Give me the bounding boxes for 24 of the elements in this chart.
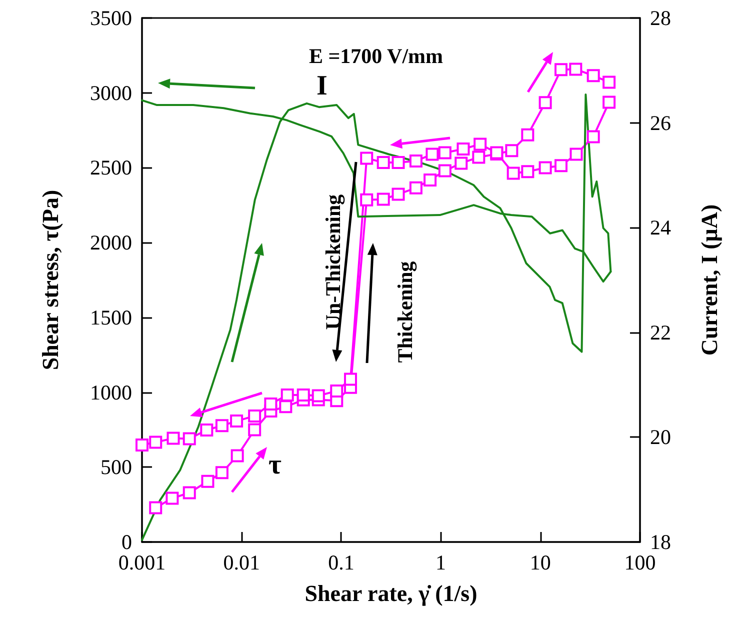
annotation: I xyxy=(316,70,328,102)
x-tick-label: 0.01 xyxy=(223,550,260,574)
y-tick-label: 2500 xyxy=(90,156,132,180)
y-tick-label: 1000 xyxy=(90,380,132,404)
y-tick-label: 3000 xyxy=(90,80,132,105)
annotation: E =1700 V/mm xyxy=(308,44,444,68)
y2-tick-label: 28 xyxy=(650,6,671,30)
y2-tick-label: 22 xyxy=(650,320,671,344)
x-tick-label: 0.1 xyxy=(328,550,354,574)
y-tick-label: 2000 xyxy=(90,230,132,255)
y2-tick-label: 20 xyxy=(650,425,671,450)
y-tick-label: 1500 xyxy=(90,305,132,330)
annotation: τ xyxy=(268,450,282,480)
annotation: Un-Thickening xyxy=(321,194,345,330)
y2-axis-title: Current, I (μA) xyxy=(697,204,722,356)
y2-tick-label: 24 xyxy=(650,216,672,240)
annotation: Thickening xyxy=(393,260,417,363)
y-tick-label: 3500 xyxy=(90,6,132,30)
x-tick-label: 10 xyxy=(530,550,551,574)
x-axis-title: Shear rate, γ̇ (1/s) xyxy=(304,581,478,606)
y2-tick-label: 26 xyxy=(650,110,671,135)
y-tick-label: 500 xyxy=(100,455,132,480)
x-tick-label: 1 xyxy=(436,550,446,574)
y-axis-title: Shear stress, τ(Pa) xyxy=(38,190,63,370)
